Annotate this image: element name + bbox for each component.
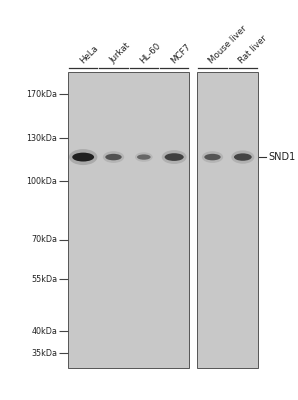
Text: HeLa: HeLa [78, 43, 100, 65]
Text: Jurkat: Jurkat [108, 41, 132, 65]
Ellipse shape [103, 151, 124, 163]
Ellipse shape [204, 154, 221, 160]
Ellipse shape [105, 154, 122, 160]
Text: HL-60: HL-60 [139, 41, 163, 65]
Ellipse shape [135, 152, 153, 162]
Text: Mouse liver: Mouse liver [207, 24, 249, 65]
Ellipse shape [162, 150, 187, 164]
Text: MCF7: MCF7 [169, 42, 192, 65]
Text: SND1: SND1 [268, 152, 295, 162]
Text: 55kDa: 55kDa [31, 275, 57, 284]
Bar [197, 72, 258, 368]
Text: 100kDa: 100kDa [26, 177, 57, 186]
Ellipse shape [231, 150, 254, 164]
Text: 35kDa: 35kDa [31, 349, 57, 358]
Text: 70kDa: 70kDa [31, 235, 57, 244]
Text: 170kDa: 170kDa [26, 90, 57, 99]
Ellipse shape [164, 153, 184, 161]
Ellipse shape [202, 151, 223, 163]
Ellipse shape [72, 153, 94, 162]
Ellipse shape [137, 154, 151, 160]
Text: Rat liver: Rat liver [238, 33, 269, 65]
Bar [68, 72, 189, 368]
Text: 40kDa: 40kDa [31, 327, 57, 336]
Ellipse shape [69, 149, 97, 165]
Ellipse shape [234, 153, 252, 161]
Text: 130kDa: 130kDa [26, 134, 57, 143]
